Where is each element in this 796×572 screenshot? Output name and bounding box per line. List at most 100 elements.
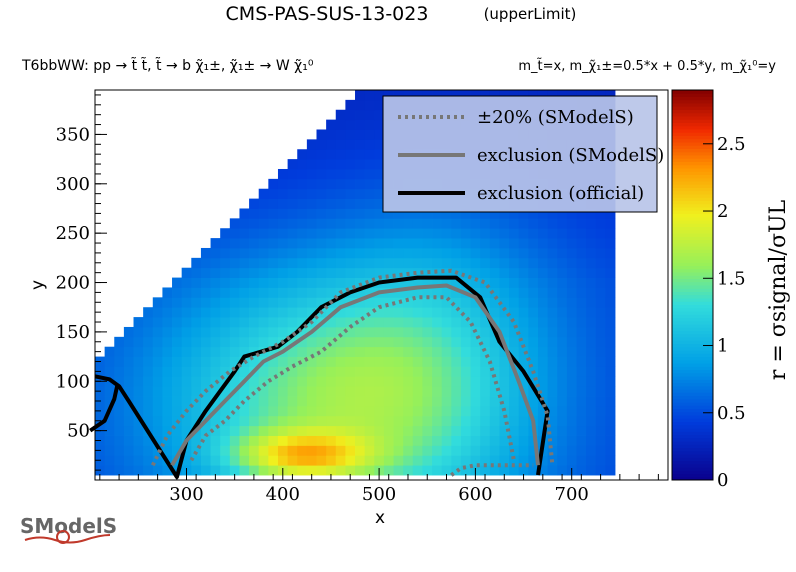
heatmap-cell [181, 297, 192, 308]
heatmap-cell [239, 238, 250, 249]
heatmap-cell [316, 356, 327, 367]
color-bar: 00.511.522.5 [671, 89, 746, 491]
colorbar-swatch [672, 454, 713, 458]
heatmap-cell [239, 445, 250, 456]
heatmap-cell [287, 178, 298, 190]
heatmap-cell [181, 336, 192, 348]
heatmap-cell [335, 178, 346, 190]
heatmap-cell [518, 297, 529, 308]
heatmap-cell [191, 346, 202, 357]
heatmap-cell [268, 415, 279, 427]
heatmap-cell [422, 435, 433, 446]
heatmap-cell [528, 376, 539, 387]
heatmap-cell [403, 465, 414, 476]
heatmap-cell [306, 188, 317, 199]
heatmap-cell [441, 208, 452, 219]
heatmap-cell [114, 346, 125, 357]
heatmap-cell [200, 455, 211, 466]
colorbar-swatch [672, 207, 713, 211]
heatmap-cell [393, 208, 404, 219]
heatmap-cell [460, 465, 471, 476]
heatmap-cell [239, 218, 250, 229]
heatmap-cell [537, 228, 549, 239]
heatmap-cell [393, 90, 404, 101]
heatmap-cell [114, 455, 125, 466]
heatmap-cell [441, 238, 452, 249]
heatmap-cell [480, 415, 491, 427]
heatmap-cell [422, 415, 433, 427]
heatmap-cell [277, 396, 288, 407]
heatmap-cell [537, 267, 549, 278]
heatmap-cell [441, 376, 452, 387]
heatmap-cell [605, 297, 616, 308]
heatmap-cell [345, 238, 356, 249]
heatmap-cell [595, 455, 606, 466]
heatmap-cell [306, 168, 317, 180]
heatmap-cell [374, 336, 385, 348]
heatmap-cell [210, 465, 221, 476]
heatmap-cell [258, 208, 269, 219]
heatmap-cell [422, 386, 433, 397]
heatmap-cell [152, 307, 163, 318]
heatmap-cell [566, 297, 577, 308]
heatmap-cell [297, 445, 308, 456]
heatmap-cell [152, 356, 163, 367]
heatmap-cell [412, 297, 423, 308]
heatmap-cell [239, 326, 250, 338]
heatmap-cell [335, 228, 346, 239]
heatmap-cell [277, 376, 288, 387]
heatmap-cell [518, 356, 529, 367]
colorbar-swatch [672, 272, 713, 276]
axes [94, 89, 669, 481]
heatmap-cell [306, 297, 317, 308]
heatmap-cell [306, 208, 317, 219]
heatmap-cell [451, 405, 462, 417]
heatmap-cell [441, 317, 452, 328]
heatmap-cell [297, 208, 308, 219]
heatmap-cell [605, 465, 616, 476]
colorbar-swatch [672, 392, 713, 396]
heatmap-cell [509, 287, 520, 298]
heatmap-cell [595, 326, 606, 338]
heatmap-cell [172, 346, 183, 357]
heatmap-cell [268, 307, 279, 318]
heatmap-cell [210, 238, 221, 249]
heatmap-cell [364, 99, 375, 111]
heatmap-cell [432, 396, 443, 407]
heatmap-cell [509, 90, 520, 101]
heatmap-cell [480, 218, 491, 229]
heatmap-cell [172, 336, 183, 348]
heatmap-cell [345, 386, 356, 397]
heatmap-cell [518, 208, 529, 219]
colorbar-swatch [672, 145, 713, 149]
heatmap-cell [480, 465, 491, 476]
heatmap-cell [364, 396, 375, 407]
y-tick-label: 150 [56, 322, 90, 343]
heatmap-cell [605, 267, 616, 278]
heatmap-cell [451, 317, 462, 328]
heatmap-cell [287, 356, 298, 367]
heatmap-cell [393, 267, 404, 278]
heatmap-cell [557, 435, 568, 446]
colorbar-swatch [672, 164, 713, 169]
heatmap-cell [576, 247, 587, 259]
heatmap-cell [528, 257, 539, 269]
colorbar-swatch [672, 229, 713, 234]
heatmap-cell [114, 405, 125, 417]
heatmap-cell [403, 257, 414, 269]
heatmap-cell [489, 425, 500, 436]
heatmap-cell [374, 188, 385, 199]
colorbar-swatch [672, 90, 713, 94]
heatmap-cell [181, 346, 192, 357]
heatmap-cell [364, 455, 375, 466]
heatmap-cell [114, 336, 125, 348]
heatmap-cell [345, 257, 356, 269]
heatmap-cell [374, 228, 385, 239]
heatmap-cell [480, 277, 491, 288]
heatmap-cell [422, 445, 433, 456]
heatmap-cell [123, 336, 134, 348]
heatmap-cell [374, 326, 385, 338]
smodels-logo: SModelS [20, 514, 117, 544]
heatmap-cell [537, 277, 549, 288]
heatmap-cell [152, 386, 163, 397]
